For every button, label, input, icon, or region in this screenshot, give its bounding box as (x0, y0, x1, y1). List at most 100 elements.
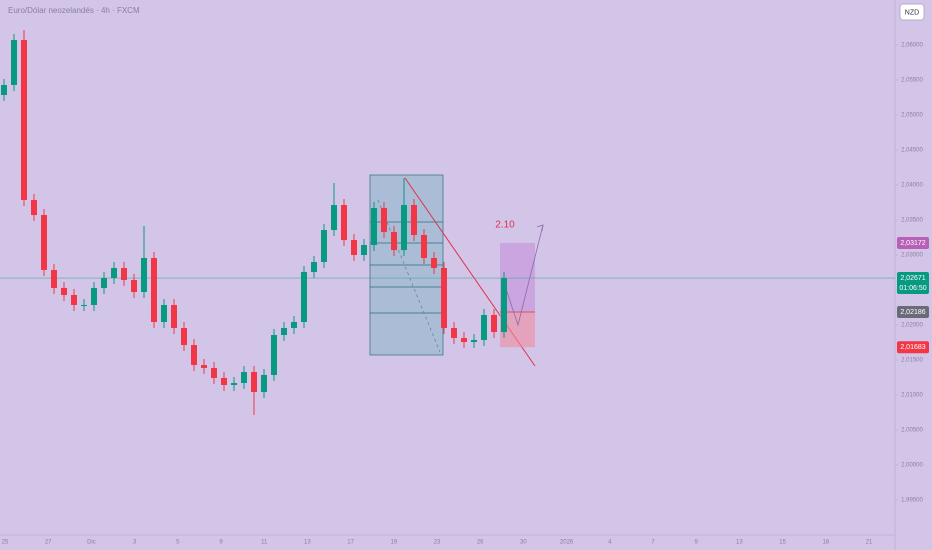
price-label-box (897, 305, 929, 318)
x-tick-label: 27 (45, 540, 52, 546)
candle-body (171, 304, 177, 329)
currency-button[interactable] (899, 3, 925, 21)
candle-body (351, 240, 357, 256)
candle-body (401, 205, 407, 251)
x-tick-label: 19 (390, 540, 397, 546)
x-tick-label: 5 (176, 540, 180, 546)
candle-body (251, 371, 257, 392)
candle-body (261, 374, 267, 392)
x-tick-label: 23 (434, 540, 441, 546)
candle-body (481, 314, 487, 340)
candle-body (21, 40, 27, 200)
candle-body (111, 268, 117, 279)
arrow-head (536, 224, 544, 232)
candle-body (11, 40, 17, 85)
candle-body (51, 269, 57, 288)
x-tick-label: 7 (651, 540, 655, 546)
y-tick-label: 2,02000 (901, 323, 923, 329)
x-tick-label: 13 (736, 540, 743, 546)
y-tick-label: 1,99500 (901, 498, 923, 504)
candle-body (271, 335, 277, 375)
candle-body (1, 84, 7, 95)
candle-body (91, 287, 97, 305)
candle-body (341, 205, 347, 241)
x-tick-label: 25 (2, 540, 9, 546)
candle-body (471, 339, 477, 343)
x-tick-label: Dic (87, 540, 96, 546)
candle-body (151, 258, 157, 322)
y-tick-label: 2,06000 (901, 43, 923, 49)
candle-body (101, 278, 107, 288)
x-tick-label: 3 (133, 540, 137, 546)
candle-body (141, 258, 147, 293)
candle-body (451, 328, 457, 339)
candle-body (291, 321, 297, 329)
y-tick-label: 2,01500 (901, 358, 923, 364)
candle-body (461, 338, 467, 343)
annotation: 2.10 (495, 220, 515, 231)
x-tick-label: 30 (520, 540, 527, 546)
price-label: 2,03172 (900, 240, 925, 247)
candle-body (41, 215, 47, 270)
x-tick-label: 13 (304, 540, 311, 546)
candle-body (371, 208, 377, 245)
candle-body (71, 294, 77, 305)
y-tick-label: 2,03500 (901, 218, 923, 224)
candle-body (31, 199, 37, 216)
price-label-box (897, 341, 929, 354)
candle-body (231, 383, 237, 385)
x-tick-label: 21 (866, 540, 873, 546)
y-tick-label: 2,00000 (901, 463, 923, 469)
candle-body (201, 364, 207, 368)
price-label: 2,02671 (900, 275, 925, 282)
candle-body (321, 230, 327, 263)
y-tick-label: 2,01000 (901, 393, 923, 399)
price-label-box (897, 272, 929, 295)
candle-body (281, 328, 287, 336)
y-tick-label: 2,05500 (901, 78, 923, 84)
y-tick-label: 2,00500 (901, 428, 923, 434)
x-tick-label: 9 (219, 540, 223, 546)
y-tick-label: 2,04000 (901, 183, 923, 189)
candle-body (181, 328, 187, 346)
x-tick-label: 26 (477, 540, 484, 546)
x-tick-label: 2026 (560, 540, 574, 546)
candle-body (491, 314, 497, 333)
x-tick-label: 15 (779, 540, 786, 546)
candle-body (361, 244, 367, 256)
candle-body (411, 205, 417, 235)
x-tick-label: 18 (822, 540, 829, 546)
candle-body (221, 377, 227, 385)
countdown: 01:06:50 (899, 285, 926, 292)
x-tick-label: 11 (261, 540, 268, 546)
x-tick-label: 9 (695, 540, 699, 546)
candle-body (241, 371, 247, 384)
candle-body (391, 231, 397, 251)
y-tick-label: 2,03000 (901, 253, 923, 259)
candle-body (121, 268, 127, 280)
candle-body (311, 262, 317, 273)
x-tick-label: 17 (347, 540, 354, 546)
candle-body (301, 272, 307, 322)
candle-body (161, 304, 167, 322)
chart-title: Euro/Dólar neozelandés · 4h · FXCM (8, 6, 140, 15)
candle-body (191, 345, 197, 365)
candle-body (81, 304, 87, 306)
fib-tool (369, 174, 444, 356)
candle-body (131, 279, 137, 293)
candle-body (381, 208, 387, 232)
candle-body (421, 234, 427, 259)
candle-body (431, 258, 437, 269)
candle-body (211, 367, 217, 378)
y-tick-label: 2,04500 (901, 148, 923, 154)
price-label: 2,02186 (900, 309, 925, 316)
currency-label: NZD (905, 9, 919, 16)
projection-arrow (502, 224, 544, 327)
candle-body (501, 278, 507, 333)
price-label-box (897, 236, 929, 249)
candle-body (61, 287, 67, 295)
candle-body (441, 268, 447, 329)
